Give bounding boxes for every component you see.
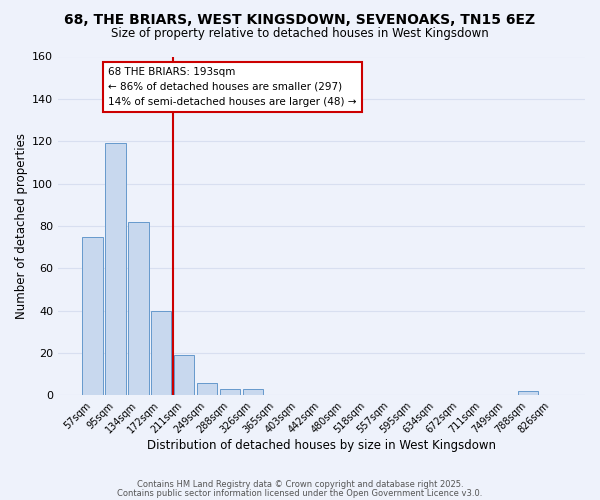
Bar — [220, 389, 240, 396]
Bar — [197, 383, 217, 396]
Bar — [518, 391, 538, 396]
Text: 68 THE BRIARS: 193sqm
← 86% of detached houses are smaller (297)
14% of semi-det: 68 THE BRIARS: 193sqm ← 86% of detached … — [109, 67, 357, 106]
Bar — [151, 310, 172, 396]
Text: Size of property relative to detached houses in West Kingsdown: Size of property relative to detached ho… — [111, 28, 489, 40]
Bar — [174, 355, 194, 396]
Text: Contains HM Land Registry data © Crown copyright and database right 2025.: Contains HM Land Registry data © Crown c… — [137, 480, 463, 489]
Bar — [82, 236, 103, 396]
Text: Contains public sector information licensed under the Open Government Licence v3: Contains public sector information licen… — [118, 488, 482, 498]
Y-axis label: Number of detached properties: Number of detached properties — [15, 133, 28, 319]
Text: 68, THE BRIARS, WEST KINGSDOWN, SEVENOAKS, TN15 6EZ: 68, THE BRIARS, WEST KINGSDOWN, SEVENOAK… — [64, 12, 536, 26]
Bar — [128, 222, 149, 396]
Bar — [105, 144, 125, 396]
Bar — [242, 389, 263, 396]
X-axis label: Distribution of detached houses by size in West Kingsdown: Distribution of detached houses by size … — [147, 440, 496, 452]
